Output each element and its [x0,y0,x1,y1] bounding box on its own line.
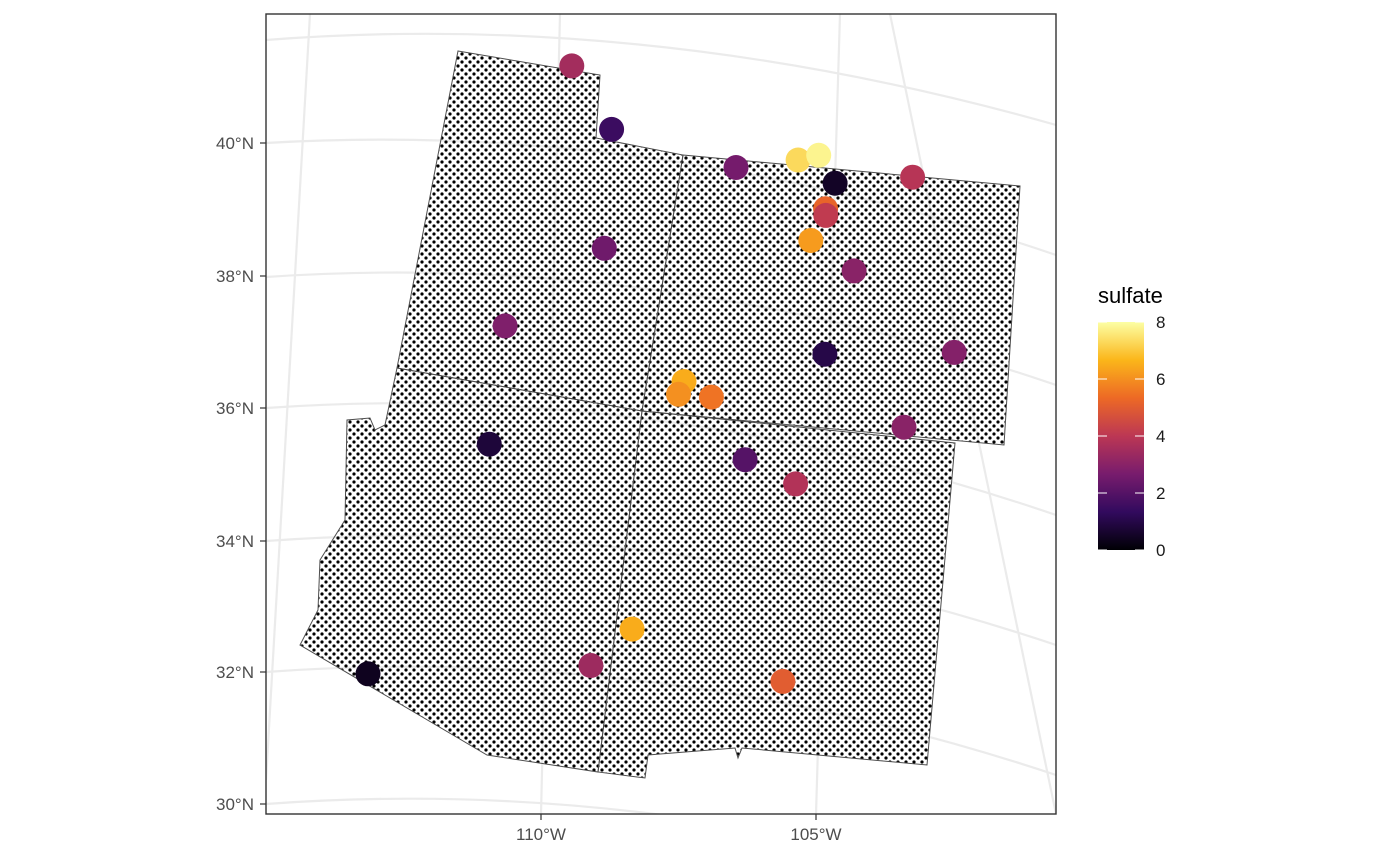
sulfate-point [578,653,604,678]
sulfate-point [355,661,381,687]
legend-tick-label: 4 [1156,427,1165,446]
sulfate-point [599,116,625,142]
y-tick-label-32: 32°N [216,663,254,682]
sulfate-point [806,142,832,168]
sulfate-point [941,339,967,365]
legend-tick-label: 8 [1156,313,1165,332]
sulfate-point [822,170,848,196]
plot-panel [265,13,1057,815]
sulfate-point [891,414,917,440]
sulfate-point [698,384,724,410]
sulfate-point [785,147,811,173]
sulfate-point [619,616,645,642]
sulfate-point [900,164,926,190]
legend-tick-label: 6 [1156,370,1165,389]
legend-ticks: 0 2 4 6 8 [1098,313,1165,560]
legend-title: sulfate [1098,283,1163,308]
y-tick-label-40: 40°N [216,134,254,153]
y-axis: 40°N 38°N 36°N 34°N 32°N 30°N [216,134,266,814]
y-tick-label-36: 36°N [216,399,254,418]
state-new-mexico [597,410,956,779]
sulfate-points [355,53,967,694]
legend: sulfate 0 2 4 6 8 [1098,283,1165,560]
y-tick-label-34: 34°N [216,532,254,551]
x-tick-label-105: 105°W [790,825,841,844]
sulfate-point [492,313,518,339]
sulfate-point [841,258,867,284]
sulfate-point [798,228,824,253]
sulfate-point [770,668,796,694]
sulfate-point [732,447,758,473]
graticule-lat-30 [266,797,663,814]
y-tick-label-38: 38°N [216,267,254,286]
sulfate-point [783,471,809,497]
sulfate-point [813,202,839,228]
y-tick-label-30: 30°N [216,795,254,814]
graticule-lat-42 [266,32,1056,127]
panel-border [265,13,1057,815]
x-axis: 110°W 105°W [516,814,842,844]
sulfate-point [666,381,691,407]
sulfate-point [812,341,838,367]
sulfate-point [559,53,585,79]
sulfate-point [591,235,617,261]
legend-tick-label: 2 [1156,484,1165,503]
sulfate-point [476,431,502,457]
legend-tick-label: 0 [1156,541,1165,560]
x-tick-label-110: 110°W [516,825,566,844]
state-polygons [299,50,1021,779]
sulfate-point [723,155,749,180]
